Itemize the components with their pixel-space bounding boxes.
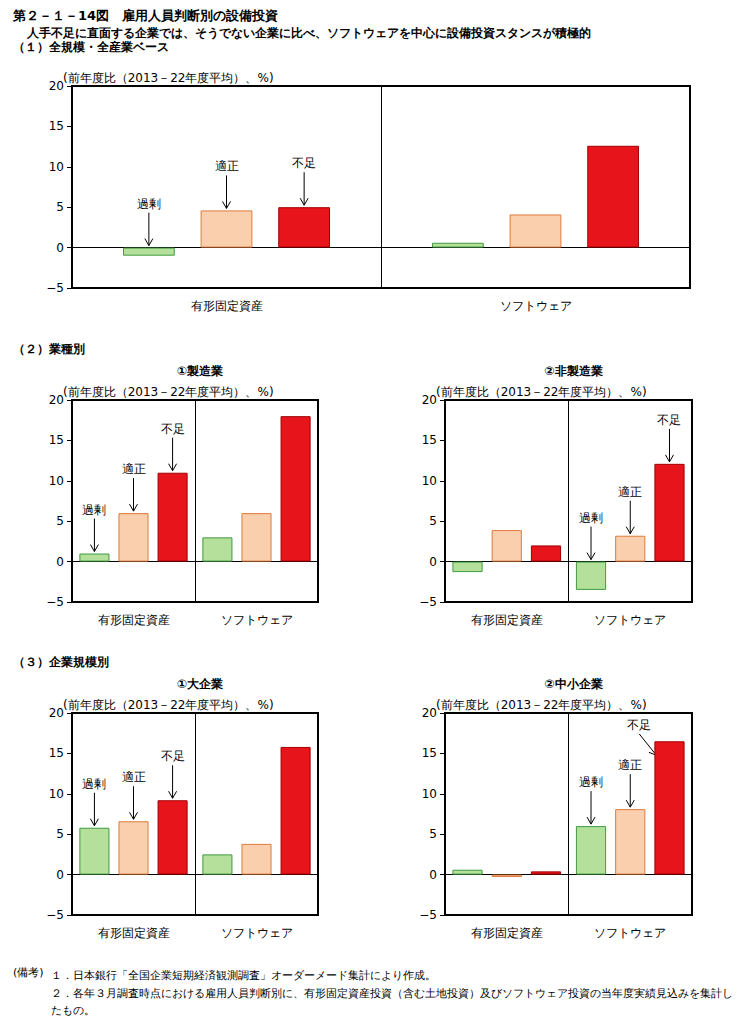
svg-text:15: 15 [49, 119, 64, 133]
svg-text:有形固定資産: 有形固定資産 [471, 613, 543, 627]
svg-text:有形固定資産: 有形固定資産 [191, 299, 263, 313]
svg-text:不足: 不足 [292, 156, 316, 170]
svg-text:(前年度比（2013－22年度平均）、%): (前年度比（2013－22年度平均）、%) [436, 698, 647, 712]
svg-text:ソフトウェア: ソフトウェア [594, 926, 666, 940]
svg-text:ソフトウェア: ソフトウェア [594, 613, 666, 627]
svg-text:20: 20 [49, 706, 64, 720]
svg-text:15: 15 [422, 746, 437, 760]
svg-text:20: 20 [49, 79, 64, 93]
svg-text:①製造業: ①製造業 [177, 364, 223, 378]
svg-text:(前年度比（2013－22年度平均）、%): (前年度比（2013－22年度平均）、%) [436, 385, 647, 399]
svg-text:適正: 適正 [122, 462, 146, 476]
svg-text:有形固定資産: 有形固定資産 [98, 926, 170, 940]
svg-text:不足: 不足 [161, 749, 185, 763]
svg-text:第２－１－14図 雇用人員判断別の設備投資: 第２－１－14図 雇用人員判断別の設備投資 [12, 8, 278, 23]
svg-text:0: 0 [429, 868, 437, 882]
svg-text:過剰: 過剰 [82, 503, 106, 517]
svg-text:ソフトウェア: ソフトウェア [221, 926, 293, 940]
svg-text:有形固定資産: 有形固定資産 [98, 613, 170, 627]
svg-text:過剰: 過剰 [579, 511, 603, 525]
svg-text:5: 5 [56, 200, 64, 214]
svg-text:（１）全規模・全産業ベース: （１）全規模・全産業ベース [13, 40, 169, 54]
svg-text:10: 10 [49, 787, 64, 801]
svg-text:②中小企業: ②中小企業 [544, 677, 602, 691]
svg-text:たもの。: たもの。 [51, 1004, 95, 1017]
svg-text:20: 20 [49, 393, 64, 407]
svg-text:0: 0 [56, 868, 64, 882]
svg-text:不足: 不足 [161, 422, 185, 436]
svg-text:（３）企業規模別: （３）企業規模別 [13, 655, 109, 669]
svg-text:(前年度比（2013－22年度平均）、%): (前年度比（2013－22年度平均）、%) [63, 71, 274, 85]
svg-text:20: 20 [422, 706, 437, 720]
svg-text:15: 15 [422, 433, 437, 447]
svg-text:0: 0 [56, 241, 64, 255]
svg-text:（２）業種別: （２）業種別 [13, 342, 85, 356]
svg-text:5: 5 [429, 514, 437, 528]
svg-text:0: 0 [429, 555, 437, 569]
svg-text:−5: −5 [46, 281, 64, 295]
svg-text:ソフトウェア: ソフトウェア [221, 613, 293, 627]
svg-text:−5: −5 [419, 595, 437, 609]
svg-text:10: 10 [49, 474, 64, 488]
svg-text:過剰: 過剰 [82, 777, 106, 791]
svg-text:−5: −5 [46, 595, 64, 609]
svg-text:人手不足に直面する企業では、そうでない企業に比べ、ソフトウェ: 人手不足に直面する企業では、そうでない企業に比べ、ソフトウェアを中心に設備投資ス… [26, 26, 591, 40]
svg-text:15: 15 [49, 433, 64, 447]
svg-text:ソフトウェア: ソフトウェア [500, 299, 572, 313]
svg-text:適正: 適正 [122, 770, 146, 784]
svg-text:10: 10 [49, 160, 64, 174]
svg-text:10: 10 [422, 474, 437, 488]
svg-text:20: 20 [422, 393, 437, 407]
svg-text:(前年度比（2013－22年度平均）、%): (前年度比（2013－22年度平均）、%) [63, 698, 274, 712]
svg-text:5: 5 [429, 827, 437, 841]
svg-text:−5: −5 [46, 908, 64, 922]
svg-text:２．各年３月調査時点における雇用人員判断別に、有形固定資産投: ２．各年３月調査時点における雇用人員判断別に、有形固定資産投資（含む土地投資）及… [51, 987, 733, 1000]
svg-text:5: 5 [56, 514, 64, 528]
svg-text:過剰: 過剰 [579, 775, 603, 789]
svg-text:(前年度比（2013－22年度平均）、%): (前年度比（2013－22年度平均）、%) [63, 385, 274, 399]
svg-text:−5: −5 [419, 908, 437, 922]
svg-text:①大企業: ①大企業 [177, 677, 223, 691]
svg-text:0: 0 [56, 555, 64, 569]
svg-text:適正: 適正 [215, 159, 239, 173]
svg-text:15: 15 [49, 746, 64, 760]
svg-text:適正: 適正 [618, 485, 642, 499]
svg-text:過剰: 過剰 [137, 197, 161, 211]
svg-text:(備考): (備考) [13, 966, 44, 979]
svg-text:10: 10 [422, 787, 437, 801]
svg-text:１．日本銀行「全国企業短期経済観測調査」オーダーメード集計に: １．日本銀行「全国企業短期経済観測調査」オーダーメード集計により作成。 [51, 969, 436, 982]
svg-text:不足: 不足 [627, 718, 651, 732]
svg-text:適正: 適正 [618, 758, 642, 772]
svg-text:有形固定資産: 有形固定資産 [471, 926, 543, 940]
svg-text:5: 5 [56, 827, 64, 841]
svg-text:②非製造業: ②非製造業 [544, 364, 602, 378]
svg-text:不足: 不足 [657, 413, 681, 427]
